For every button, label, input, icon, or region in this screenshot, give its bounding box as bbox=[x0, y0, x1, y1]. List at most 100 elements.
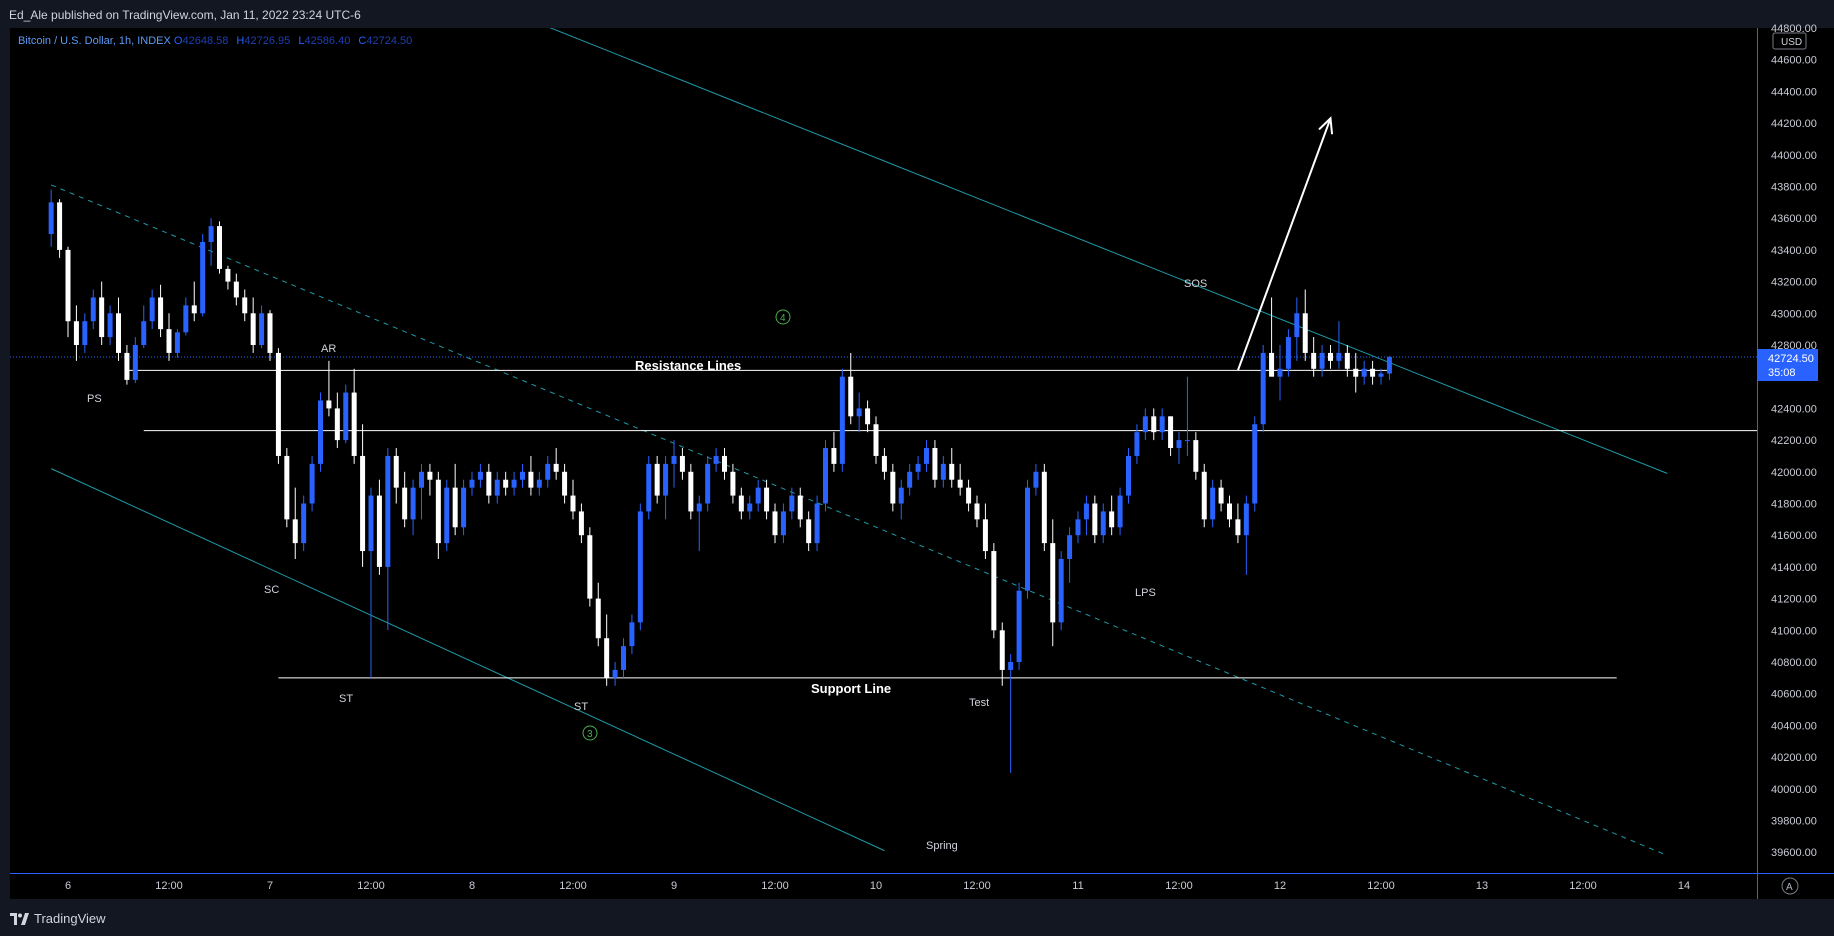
price-tick-label: 41400.00 bbox=[1771, 562, 1817, 574]
annotation-spring[interactable]: Spring bbox=[926, 840, 958, 852]
open-label: O bbox=[173, 35, 183, 47]
time-tick-label: 12 bbox=[1274, 880, 1286, 892]
price-tick-label: 41600.00 bbox=[1771, 530, 1817, 542]
candle bbox=[1269, 297, 1275, 377]
candle-body bbox=[999, 630, 1005, 670]
open-value: 42648.58 bbox=[182, 35, 229, 47]
candle-body bbox=[1361, 368, 1367, 377]
time-tick-label: 12:00 bbox=[357, 880, 385, 892]
circle-marker-4[interactable] bbox=[775, 309, 791, 325]
candle bbox=[646, 455, 652, 520]
candle-body bbox=[1353, 368, 1359, 377]
price-tick-label: 43200.00 bbox=[1771, 277, 1817, 289]
channel-line-2[interactable] bbox=[50, 184, 1668, 856]
currency-badge[interactable] bbox=[1772, 32, 1807, 50]
candle-body bbox=[755, 487, 761, 504]
auto-scale-button[interactable]: A bbox=[1781, 877, 1799, 895]
candle-body bbox=[368, 495, 374, 552]
candle bbox=[82, 313, 88, 353]
price-tick-label: 40000.00 bbox=[1771, 784, 1817, 796]
candle-body bbox=[1075, 519, 1081, 536]
candle bbox=[1151, 408, 1157, 441]
candle bbox=[1386, 356, 1392, 380]
last-price-value: 42724.50 bbox=[1768, 353, 1814, 365]
candle bbox=[713, 448, 719, 472]
candle-body bbox=[1328, 352, 1333, 361]
chart-pane[interactable] bbox=[10, 28, 1757, 873]
time-axis[interactable] bbox=[10, 873, 1757, 900]
candle-body bbox=[520, 471, 525, 480]
currency-label: USD bbox=[1781, 37, 1802, 48]
candle-body bbox=[688, 471, 694, 512]
candle bbox=[856, 392, 862, 433]
candle bbox=[225, 265, 231, 290]
candle-body bbox=[1243, 503, 1249, 536]
candle-body bbox=[1227, 503, 1232, 520]
candle-body bbox=[881, 455, 887, 472]
last-price-tag[interactable]: 42724.50 35:08 bbox=[1758, 349, 1818, 381]
projection-arrow-line[interactable] bbox=[1236, 118, 1332, 371]
candle bbox=[1277, 345, 1283, 401]
candle-body bbox=[250, 313, 256, 345]
candle bbox=[738, 487, 744, 520]
candle-body bbox=[646, 463, 652, 512]
price-axis[interactable] bbox=[1757, 28, 1834, 873]
candle-body bbox=[334, 408, 340, 441]
annotation-support-line[interactable]: Support Line bbox=[811, 681, 891, 696]
candle-body bbox=[1235, 519, 1241, 536]
price-tick-label: 40200.00 bbox=[1771, 752, 1817, 764]
candle-body bbox=[301, 503, 307, 544]
candle-body bbox=[1092, 503, 1098, 536]
circle-marker-3[interactable] bbox=[582, 725, 598, 741]
candle bbox=[385, 448, 391, 631]
candle bbox=[166, 313, 172, 361]
candle-body bbox=[419, 471, 424, 488]
candle bbox=[191, 281, 197, 322]
circle-marker-4-label: 4 bbox=[780, 313, 786, 324]
annotation-lps[interactable]: LPS bbox=[1135, 587, 1156, 599]
candle bbox=[814, 495, 820, 552]
candle-body bbox=[99, 297, 105, 338]
candle-body bbox=[966, 487, 972, 504]
annotation-test[interactable]: Test bbox=[969, 697, 989, 709]
annotation-st-2[interactable]: ST bbox=[574, 701, 588, 713]
candle-body bbox=[974, 503, 980, 520]
candle bbox=[722, 448, 727, 480]
candle-body bbox=[865, 408, 871, 425]
candle bbox=[562, 463, 568, 504]
annotation-ar[interactable]: AR bbox=[321, 343, 336, 355]
candle-body bbox=[957, 479, 963, 488]
candle bbox=[924, 440, 929, 472]
candle bbox=[663, 455, 669, 520]
candle-body bbox=[116, 313, 121, 353]
candle bbox=[1134, 424, 1140, 464]
candle bbox=[1117, 487, 1123, 536]
annotation-resistance-lines[interactable]: Resistance Lines bbox=[635, 358, 741, 373]
candle-body bbox=[1117, 495, 1123, 528]
candle-body bbox=[1041, 471, 1047, 544]
candle-body bbox=[814, 503, 820, 544]
channel-line-3[interactable] bbox=[50, 468, 885, 852]
price-tick-label: 42000.00 bbox=[1771, 467, 1817, 479]
candle-body bbox=[1109, 511, 1115, 528]
candle-body bbox=[764, 487, 770, 512]
candle-body bbox=[385, 455, 391, 567]
high-label: H bbox=[236, 35, 245, 47]
time-axis-ticks: 6 12:00 7 12:00 8 12:00 9 12:00 10 12:00 11 12:00 12… bbox=[65, 880, 1690, 892]
channel-line-1[interactable] bbox=[531, 20, 1668, 474]
annotation-sc[interactable]: SC bbox=[264, 584, 279, 596]
annotation-sos[interactable]: SOS bbox=[1184, 278, 1207, 290]
candle bbox=[444, 479, 450, 552]
candle bbox=[898, 479, 904, 520]
tradingview-label: TradingView bbox=[34, 911, 106, 926]
candle-body bbox=[1151, 416, 1157, 433]
candle-body bbox=[141, 321, 147, 345]
tradingview-brand[interactable]: TradingView bbox=[10, 911, 106, 926]
candle-body bbox=[806, 519, 812, 544]
symbol-title[interactable]: Bitcoin / U.S. Dollar, 1h, INDEX bbox=[18, 35, 171, 47]
candle bbox=[410, 479, 416, 536]
candle-body bbox=[393, 455, 399, 488]
tradingview-logo-icon bbox=[10, 912, 29, 925]
annotation-st-1[interactable]: ST bbox=[339, 693, 353, 705]
annotation-ps[interactable]: PS bbox=[87, 393, 102, 405]
